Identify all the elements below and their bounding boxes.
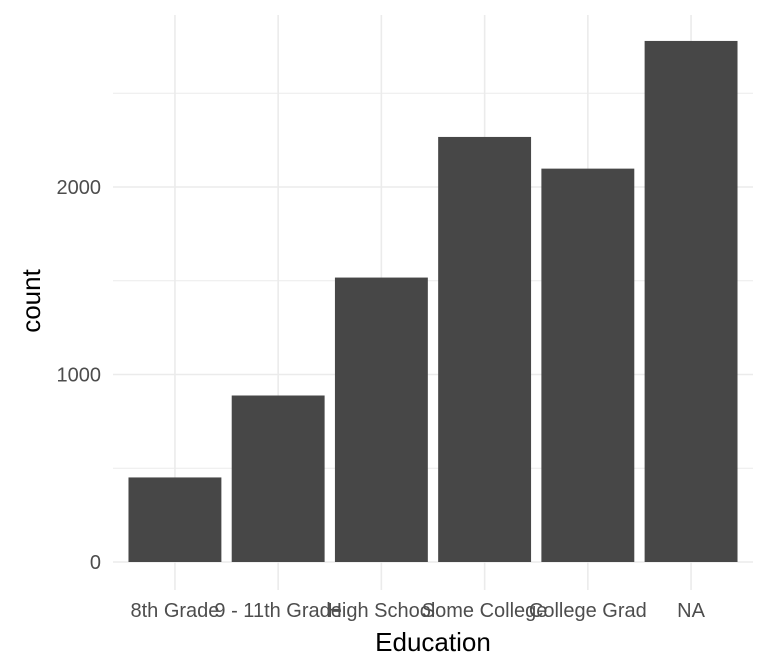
y-axis-title: count bbox=[16, 268, 46, 332]
x-tick-label: Some College bbox=[422, 600, 548, 622]
x-tick-label: College Grad bbox=[529, 600, 647, 622]
y-axis-ticks: 0 1000 2000 bbox=[57, 177, 102, 574]
bar-5 bbox=[644, 40, 738, 562]
x-tick-label: 9 - 11th Grade bbox=[214, 600, 341, 622]
bar-1 bbox=[231, 395, 325, 562]
x-tick-label: High School bbox=[327, 600, 435, 622]
x-tick-label: NA bbox=[677, 600, 705, 622]
y-tick-label: 2000 bbox=[57, 177, 102, 199]
bar-3 bbox=[438, 136, 532, 562]
y-tick-label: 0 bbox=[90, 552, 101, 574]
bar-0 bbox=[128, 477, 222, 562]
x-axis-title: Education bbox=[375, 627, 491, 657]
x-tick-label: 8th Grade bbox=[130, 600, 219, 622]
bars bbox=[128, 40, 738, 562]
bar-4 bbox=[541, 168, 635, 562]
y-tick-label: 1000 bbox=[57, 365, 102, 387]
bar-2 bbox=[334, 277, 428, 562]
